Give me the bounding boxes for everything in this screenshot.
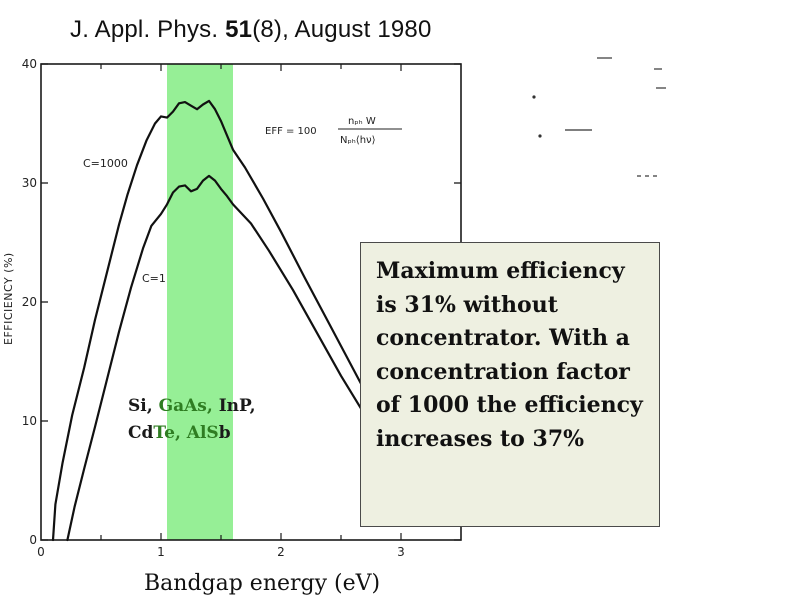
- citation-header: J. Appl. Phys. 51(8), August 1980: [70, 16, 432, 44]
- highlight-band: [167, 64, 233, 540]
- y-tick-label: 0: [29, 533, 37, 547]
- material-text: Cd: [128, 423, 154, 443]
- material-text: b: [218, 423, 231, 443]
- material-text: Te, AlS: [153, 423, 219, 443]
- x-tick-label: 2: [277, 545, 285, 559]
- x-tick-label: 1: [157, 545, 165, 559]
- series-line-c-1: [66, 174, 409, 542]
- material-text: InP,: [218, 396, 256, 416]
- citation-issue-date: (8), August 1980: [252, 16, 432, 43]
- y-tick-label: 30: [22, 176, 37, 190]
- y-axis-label: EFFICIENCY (%): [2, 252, 15, 345]
- y-tick-label: 20: [22, 295, 37, 309]
- x-tick-label: 0: [37, 545, 45, 559]
- label-c-1: C=1: [142, 272, 166, 285]
- citation-prefix: J. Appl. Phys.: [70, 16, 226, 43]
- formula-denominator: Nₚₕ⟨hν⟩: [340, 135, 376, 146]
- x-tick-label: 3: [397, 545, 405, 559]
- materials-list: Si, GaAs, InP, CdTe, AlSb: [128, 393, 256, 447]
- material-text: GaAs,: [158, 396, 219, 416]
- series-line-c-1000: [51, 99, 406, 542]
- formula-numerator: nₚₕ W: [348, 116, 376, 127]
- series-group: [51, 99, 409, 542]
- label-c-1000: C=1000: [83, 157, 128, 170]
- material-text: Si,: [128, 396, 159, 416]
- axis-ticks: 0 10 20 30 40 0 1 2 3: [22, 57, 461, 559]
- efficiency-formula: EFF = 100 nₚₕ W Nₚₕ⟨hν⟩: [265, 116, 402, 146]
- annotation-box: Maximum efficiency is 31% without concen…: [360, 242, 660, 527]
- y-tick-label: 40: [22, 57, 37, 71]
- formula-lhs: EFF = 100: [265, 126, 317, 137]
- y-tick-label: 10: [22, 414, 37, 428]
- x-axis-label: Bandgap energy (eV): [144, 571, 380, 596]
- citation-volume: 51: [225, 16, 253, 43]
